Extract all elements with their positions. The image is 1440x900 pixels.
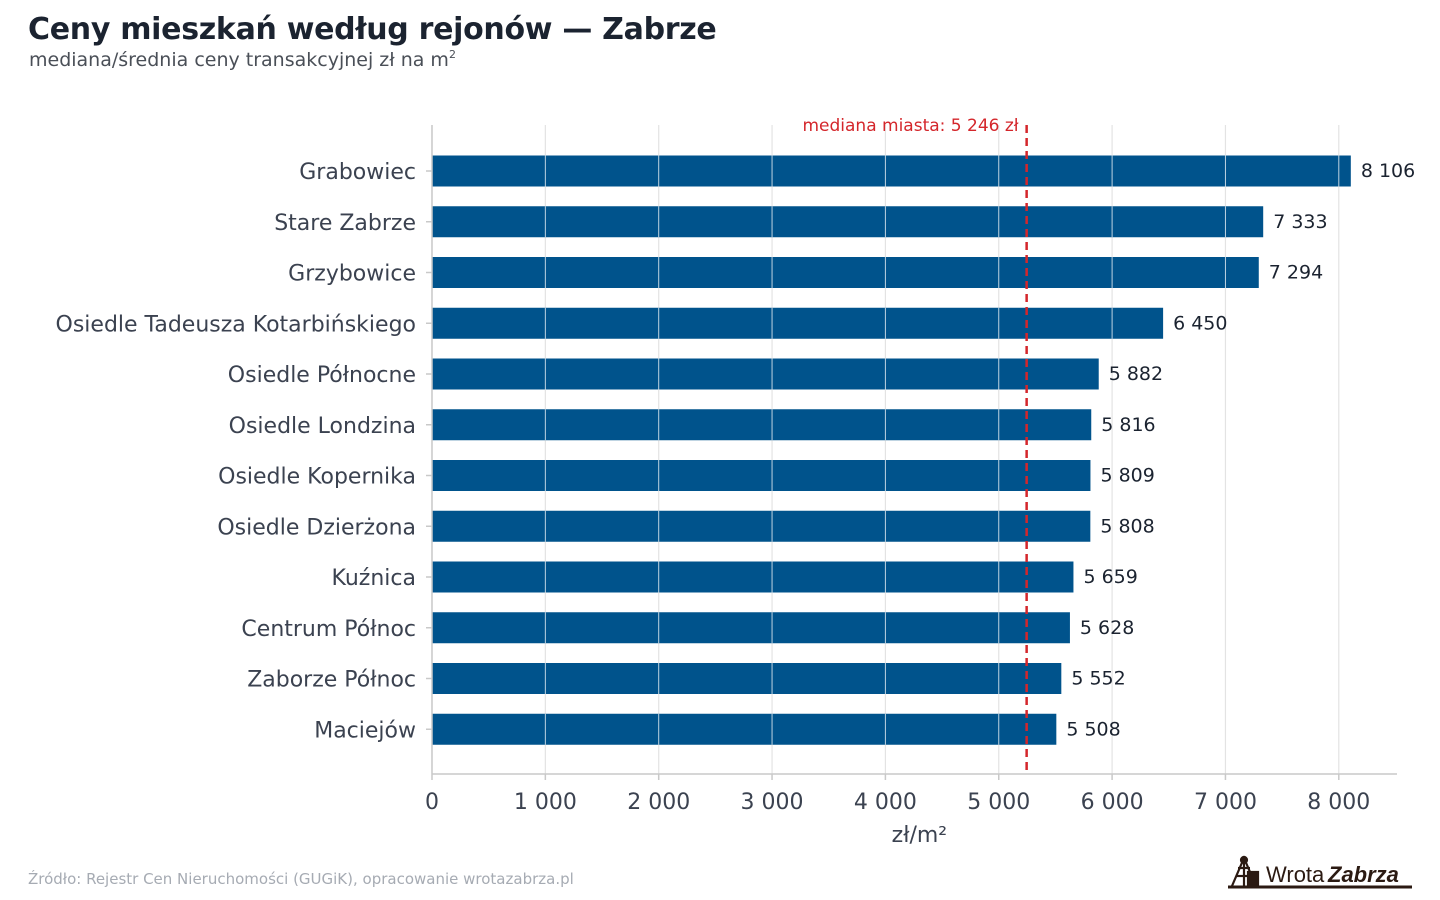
x-tick-label: 8 000 <box>1307 790 1370 815</box>
bar <box>432 409 1092 441</box>
category-label: Kuźnica <box>332 566 416 591</box>
value-label: 5 552 <box>1071 668 1125 690</box>
value-label: 7 294 <box>1269 262 1323 284</box>
bar <box>432 663 1062 694</box>
x-tick-label: 7 000 <box>1194 790 1257 815</box>
value-label: 5 882 <box>1109 363 1163 385</box>
value-label: 8 106 <box>1361 160 1415 182</box>
median-reference-label: mediana miasta: 5 246 zł <box>802 116 1018 136</box>
category-label: Osiedle Tadeusza Kotarbińskiego <box>56 312 416 337</box>
category-label: Osiedle Kopernika <box>218 465 416 490</box>
category-label: Centrum Północ <box>241 617 416 642</box>
subtitle-text: mediana/średnia ceny transakcyjnej zł na… <box>29 49 449 71</box>
category-label: Stare Zabrze <box>274 211 416 236</box>
bar <box>432 358 1099 390</box>
bar <box>432 510 1091 542</box>
x-tick-label: 6 000 <box>1081 790 1144 815</box>
bar <box>432 206 1264 238</box>
value-label: 5 628 <box>1080 617 1134 639</box>
value-label: 5 809 <box>1100 465 1154 487</box>
value-label: 7 333 <box>1273 211 1327 233</box>
mine-shaft-icon <box>1230 855 1260 888</box>
x-tick-label: 0 <box>425 790 439 815</box>
bar <box>432 460 1091 491</box>
bar <box>432 155 1351 187</box>
x-axis-title: zł/m² <box>892 823 947 848</box>
category-label: Osiedle Londzina <box>229 414 416 439</box>
wrota-zabrza-logo[interactable]: Wrota Zabrza <box>1226 852 1416 892</box>
category-label: Osiedle Północne <box>228 363 416 388</box>
x-tick-label: 4 000 <box>854 790 917 815</box>
x-tick-label: 2 000 <box>627 790 690 815</box>
value-label: 5 508 <box>1066 718 1120 740</box>
x-tick-label: 3 000 <box>741 790 804 815</box>
bar <box>432 307 1164 339</box>
value-label: 6 450 <box>1173 312 1227 334</box>
category-label: Grzybowice <box>288 262 416 287</box>
logo-text-zabrza: Zabrza <box>1327 862 1399 887</box>
source-note: Źródło: Rejestr Cen Nieruchomości (GUGiK… <box>28 870 574 888</box>
logo-text-wrota: Wrota <box>1266 862 1325 887</box>
subtitle-superscript: 2 <box>448 48 456 61</box>
x-tick-label: 1 000 <box>514 790 577 815</box>
category-label: Zaborze Północ <box>247 668 416 693</box>
value-label: 5 808 <box>1100 515 1154 537</box>
chart-subtitle: mediana/średnia ceny transakcyjnej zł na… <box>29 48 456 71</box>
category-label: Osiedle Dzierżona <box>217 515 416 540</box>
category-label: Maciejów <box>314 718 416 743</box>
chart-title: Ceny mieszkań według rejonów — Zabrze <box>28 12 717 47</box>
bar <box>432 257 1259 288</box>
bar <box>432 612 1070 644</box>
x-tick-label: 5 000 <box>967 790 1030 815</box>
category-label: Grabowiec <box>299 160 416 185</box>
value-label: 5 816 <box>1101 414 1155 436</box>
bar <box>432 713 1057 745</box>
bar <box>432 561 1074 593</box>
value-label: 5 659 <box>1083 566 1137 588</box>
